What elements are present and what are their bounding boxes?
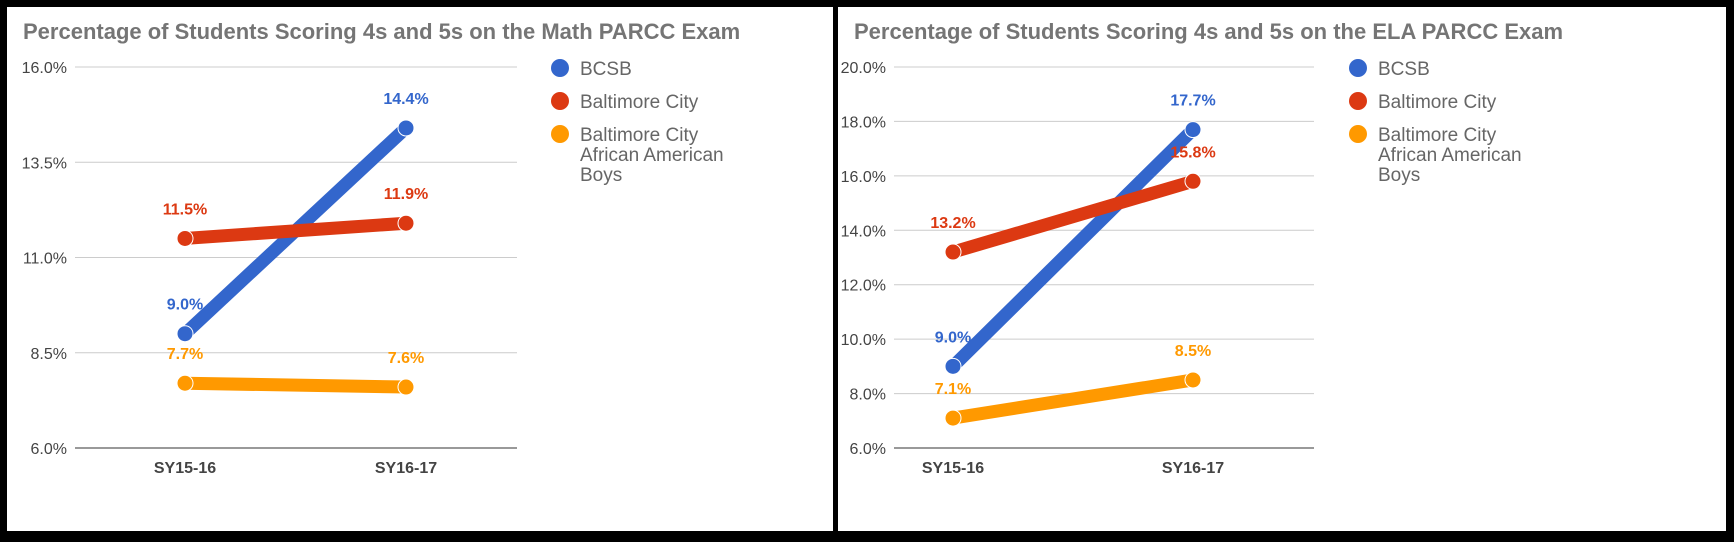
data-point-baltimore-city-african-american-boys	[1184, 371, 1202, 389]
y-tick-label: 6.0%	[850, 441, 886, 458]
chart-title: Percentage of Students Scoring 4s and 5s…	[23, 19, 740, 44]
series-line-baltimore-city-african-american-boys	[946, 373, 1200, 425]
y-tick-label: 8.0%	[850, 387, 886, 404]
y-tick-label: 13.5%	[22, 155, 67, 172]
legend-label-baltimore-city-african-american-boys: Baltimore City	[1378, 125, 1497, 146]
y-tick-label: 11.0%	[23, 251, 67, 268]
legend-marker-baltimore-city-african-american-boys	[1349, 125, 1367, 143]
data-point-bcsb	[397, 119, 415, 137]
data-point-bcsb	[176, 325, 194, 343]
math-chart: Percentage of Students Scoring 4s and 5s…	[22, 19, 741, 477]
data-point-baltimore-city	[397, 214, 415, 232]
x-category-label: SY15-16	[922, 460, 984, 477]
legend-marker-bcsb	[551, 59, 569, 77]
data-label-bcsb: 9.0%	[167, 297, 203, 314]
y-tick-label: 16.0%	[22, 60, 67, 77]
x-category-label: SY15-16	[154, 460, 216, 477]
legend-label-baltimore-city-african-american-boys: African American	[580, 145, 724, 166]
ela-chart: Percentage of Students Scoring 4s and 5s…	[841, 19, 1563, 477]
ela-chart-panel: Percentage of Students Scoring 4s and 5s…	[838, 7, 1726, 531]
data-point-baltimore-city	[176, 229, 194, 247]
legend-label-bcsb: BCSB	[1378, 59, 1430, 80]
data-point-baltimore-city-african-american-boys	[397, 378, 415, 396]
legend-label-baltimore-city: Baltimore City	[1378, 92, 1497, 113]
legend-label-baltimore-city-african-american-boys: Boys	[580, 165, 622, 186]
data-label-baltimore-city-african-american-boys: 7.1%	[935, 381, 971, 398]
data-label-baltimore-city: 13.2%	[930, 215, 975, 232]
y-tick-label: 6.0%	[31, 441, 67, 458]
x-category-label: SY16-17	[375, 460, 437, 477]
y-tick-label: 10.0%	[841, 332, 886, 349]
data-point-baltimore-city-african-american-boys	[176, 374, 194, 392]
data-point-baltimore-city	[944, 243, 962, 261]
data-point-bcsb	[1184, 121, 1202, 139]
data-label-baltimore-city-african-american-boys: 7.7%	[167, 346, 203, 363]
data-label-bcsb: 14.4%	[383, 91, 428, 108]
x-category-label: SY16-17	[1162, 460, 1224, 477]
chart-title: Percentage of Students Scoring 4s and 5s…	[854, 19, 1563, 44]
y-tick-label: 12.0%	[841, 278, 886, 295]
legend-marker-baltimore-city-african-american-boys	[551, 125, 569, 143]
legend-label-baltimore-city-african-american-boys: Boys	[1378, 165, 1420, 186]
data-label-baltimore-city: 15.8%	[1170, 144, 1215, 161]
y-tick-label: 20.0%	[841, 60, 886, 77]
legend-marker-baltimore-city	[1349, 92, 1367, 110]
data-label-baltimore-city-african-american-boys: 7.6%	[388, 350, 424, 367]
series-line-baltimore-city	[946, 174, 1200, 259]
legend-label-baltimore-city-african-american-boys: African American	[1378, 145, 1522, 166]
legend-label-baltimore-city-african-american-boys: Baltimore City	[580, 125, 699, 146]
data-label-baltimore-city: 11.9%	[384, 186, 428, 203]
y-tick-label: 8.5%	[31, 346, 67, 363]
data-label-baltimore-city: 11.5%	[163, 201, 207, 218]
data-point-baltimore-city-african-american-boys	[944, 409, 962, 427]
series-line-baltimore-city	[178, 216, 413, 245]
legend-label-bcsb: BCSB	[580, 59, 632, 80]
legend-marker-baltimore-city	[551, 92, 569, 110]
data-point-bcsb	[944, 357, 962, 375]
legend-marker-bcsb	[1349, 59, 1367, 77]
data-point-baltimore-city	[1184, 172, 1202, 190]
data-label-bcsb: 17.7%	[1170, 93, 1215, 110]
data-label-bcsb: 9.0%	[935, 329, 971, 346]
y-tick-label: 14.0%	[841, 223, 886, 240]
data-label-baltimore-city-african-american-boys: 8.5%	[1175, 343, 1211, 360]
series-line-bcsb	[946, 123, 1200, 373]
series-line-baltimore-city-african-american-boys	[178, 376, 413, 394]
y-tick-label: 16.0%	[841, 169, 886, 186]
y-tick-label: 18.0%	[841, 114, 886, 131]
legend-label-baltimore-city: Baltimore City	[580, 92, 699, 113]
math-chart-panel: Percentage of Students Scoring 4s and 5s…	[7, 7, 833, 531]
